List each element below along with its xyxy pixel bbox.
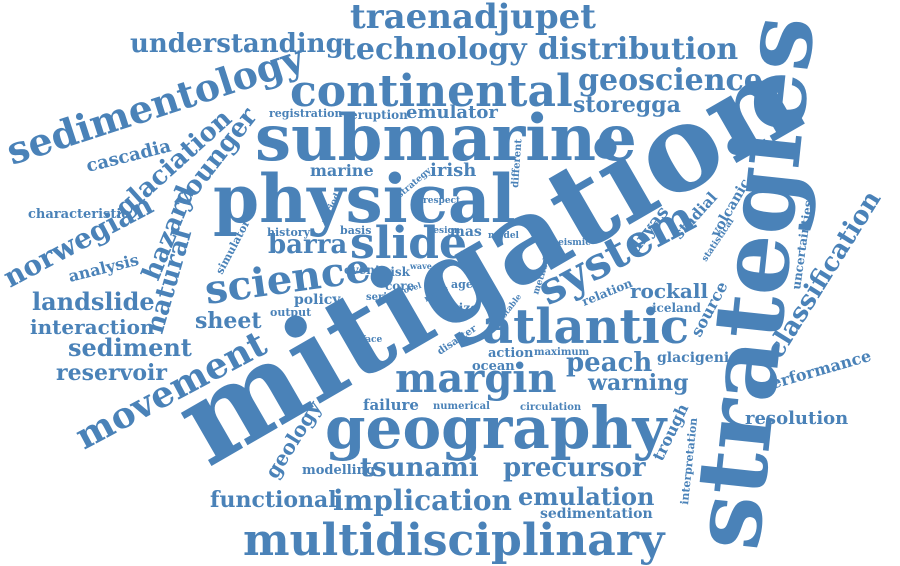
word-maximum: maximum	[534, 347, 590, 358]
word-eruption: eruption	[350, 108, 408, 122]
word-sedimentation: sedimentation	[540, 506, 653, 522]
word-landslide: landslide	[32, 287, 155, 316]
word-irish: irish	[430, 160, 476, 181]
word-core: core	[385, 279, 415, 293]
word-functional: functional	[210, 487, 337, 513]
word-continental: continental	[290, 66, 573, 117]
word-emulation: emulation	[518, 482, 654, 511]
word-slide: slide	[350, 218, 467, 269]
word-iceland: iceland	[652, 301, 702, 315]
word-respect: respect	[423, 196, 461, 206]
word-submarine: submarine	[255, 101, 637, 176]
word-history: history	[267, 226, 311, 239]
word-rockall: rockall	[630, 279, 708, 303]
word-physical: physical	[213, 160, 516, 238]
word-sediment: sediment	[68, 333, 192, 362]
word-action: action	[488, 346, 534, 361]
word-geoscience: geoscience	[578, 63, 763, 98]
word-numerical: numerical	[433, 401, 490, 412]
word-atlantic: atlantic	[482, 299, 689, 355]
word-model: model	[488, 231, 520, 241]
word-tsunami: tsunami	[360, 453, 479, 483]
word-understanding: understanding	[130, 29, 344, 59]
word-event: event	[344, 263, 381, 277]
word-traenadjupet: traenadjupet	[350, 0, 596, 37]
word-output: output	[270, 306, 312, 319]
word-mas: mas	[450, 224, 482, 240]
word-reservoir: reservoir	[56, 360, 167, 386]
word-barra: barra	[268, 230, 347, 260]
word-failure: failure	[363, 396, 419, 414]
word-policy: policy	[294, 292, 341, 308]
word-storegga: storegga	[573, 92, 681, 118]
word-design: design	[427, 226, 461, 236]
word-peach: peach	[566, 348, 652, 378]
word-multidisciplinary: multidisciplinary	[243, 515, 666, 566]
word-wave: wave	[409, 261, 432, 271]
word-size: size	[452, 301, 478, 315]
word-circulation: circulation	[520, 402, 582, 413]
word-implication: implication	[333, 484, 512, 517]
word-characteristic: characteristic	[28, 207, 129, 222]
word-basis: basis	[340, 224, 371, 237]
word-sheet: sheet	[195, 308, 262, 334]
word-age: age	[451, 278, 473, 291]
word-modelling: modelling	[302, 463, 375, 478]
word-risk: risk	[384, 265, 411, 279]
word-interaction: interaction	[30, 315, 155, 339]
word-registration: registration	[269, 107, 342, 120]
word-emulator: emulator	[406, 102, 498, 123]
word-geography: geography	[325, 394, 669, 462]
word-precursor: precursor	[503, 453, 646, 483]
word-warning: warning	[587, 370, 689, 396]
word-glacigenic: glacigenic	[657, 350, 738, 366]
word-resolution: resolution	[745, 408, 848, 429]
word-surface: surface	[345, 335, 383, 345]
word-seismic: seismic	[553, 238, 591, 248]
word-technology: technology	[342, 32, 528, 67]
word-marine: marine	[310, 161, 374, 180]
word-margin: margin	[395, 355, 557, 402]
word-distribution: distribution	[538, 32, 738, 67]
word-different: different	[510, 138, 524, 188]
word-series: series	[366, 292, 399, 303]
word-ocean: ocean	[472, 359, 515, 374]
